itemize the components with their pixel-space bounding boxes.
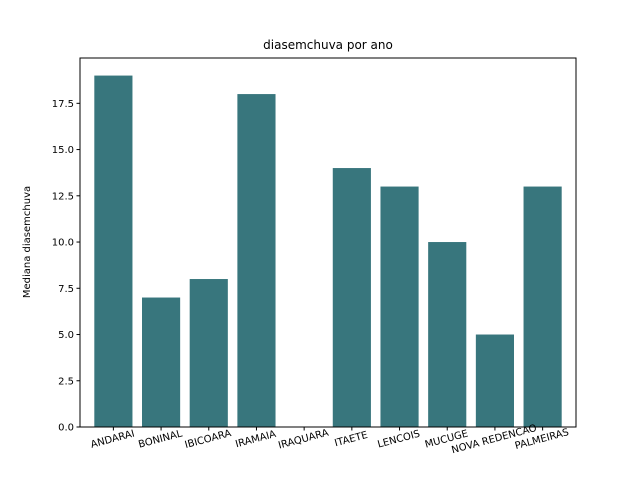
- bar-boninal: [142, 297, 181, 427]
- bar-nova-redencao: [475, 334, 514, 427]
- y-tick-label: 7.5: [58, 284, 74, 295]
- x-tick-label: ANDARAI: [90, 428, 136, 450]
- x-tick-label: BONINAL: [137, 428, 184, 450]
- bar-lencois: [380, 186, 419, 427]
- bar-ibicoara: [189, 279, 228, 427]
- bars-layer: [94, 75, 562, 428]
- x-axis-ticks: ANDARAI BONINAL IBICOARA IRAMAIA IRAQUARA ITA…: [90, 423, 571, 456]
- x-tick-label: IBICOARA: [184, 428, 233, 451]
- y-tick-label: 17.5: [52, 99, 74, 110]
- bar-iramaia: [237, 94, 276, 427]
- x-tick-label: ITAETE: [333, 430, 369, 449]
- bar-mucuge: [428, 242, 467, 427]
- y-tick-label: 0.0: [58, 423, 74, 434]
- x-tick-label: IRAMAIA: [234, 429, 277, 450]
- bar-itaete: [332, 168, 371, 428]
- plot-area-frame: [79, 57, 577, 428]
- y-axis-ticks: 0.0 2.5 5.0 7.5 10.0 12.5 15.0 17.5: [52, 99, 80, 434]
- y-axis-label: Mediana diasemchuva: [22, 186, 33, 298]
- bar-palmeiras: [523, 186, 562, 427]
- bar-andarai: [94, 75, 133, 427]
- y-tick-label: 10.0: [52, 238, 74, 249]
- x-tick-label: IRAQUARA: [277, 428, 330, 452]
- y-tick-label: 5.0: [58, 330, 74, 341]
- y-tick-label: 15.0: [52, 145, 74, 156]
- x-tick-label: LENCOIS: [376, 429, 421, 451]
- y-tick-label: 12.5: [52, 191, 74, 202]
- y-tick-label: 2.5: [58, 376, 74, 387]
- chart-title: diasemchuva por ano: [263, 38, 393, 52]
